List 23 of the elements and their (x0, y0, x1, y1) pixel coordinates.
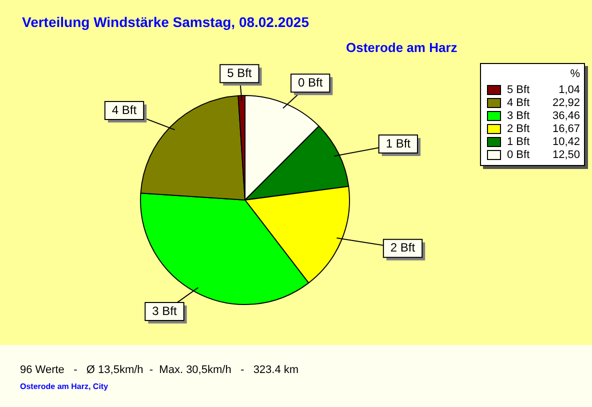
text: Osterode am Harz, City (20, 382, 108, 391)
slice-label: 4 Bft (112, 102, 138, 117)
slice-label: 3 Bft (152, 304, 178, 318)
data-label: 10,42 (552, 136, 580, 148)
slice-label: 2 Bft (390, 240, 416, 255)
legend-title: % (569, 68, 580, 80)
legend-label: 3 Bft (507, 110, 530, 122)
data-label: 16,67 (552, 122, 580, 134)
text: 96 Werte - Ø 13,5km/h - Max. 30,5km/h - 323.4 km (20, 364, 299, 376)
chart-title: Verteilung Windstärke Samstag, 08.02.2025 (22, 14, 310, 30)
chart-subtitle: Osterode am Harz (346, 40, 458, 55)
slice-label: 1 Bft (386, 136, 412, 150)
data-label: 36,46 (552, 110, 580, 122)
legend-label: 4 Bft (507, 96, 530, 108)
data-label: 12,50 (552, 148, 580, 160)
legend-label: 1 Bft (507, 136, 530, 148)
data-label: 22,92 (552, 96, 580, 108)
legend-label: 2 Bft (507, 122, 530, 134)
slice-label: 0 Bft (298, 75, 324, 90)
data-label: 1,04 (558, 84, 580, 96)
legend-label: 5 Bft (507, 84, 530, 96)
legend-label: 0 Bft (507, 148, 530, 160)
slice-label: 5 Bft (227, 66, 252, 80)
